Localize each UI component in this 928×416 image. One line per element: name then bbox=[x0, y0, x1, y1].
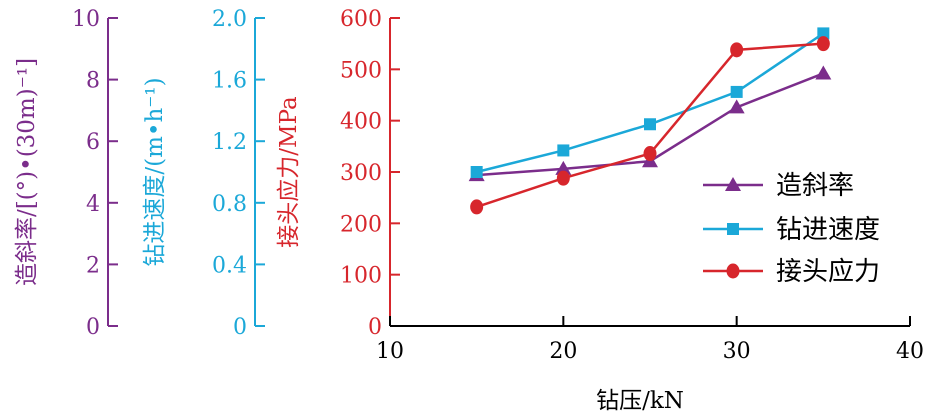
series-speed bbox=[470, 27, 830, 178]
incline-tick-label: 0 bbox=[86, 315, 100, 340]
stress-axis-title: 接头应力/MPa bbox=[276, 96, 302, 248]
data-point-stress bbox=[556, 170, 570, 186]
incline-tick-label: 10 bbox=[72, 7, 100, 32]
incline-tick-label: 2 bbox=[86, 253, 100, 278]
stress-tick-label: 600 bbox=[340, 7, 382, 32]
data-point-speed bbox=[470, 166, 483, 178]
x-tick-label: 20 bbox=[549, 339, 577, 364]
x-tick-label: 10 bbox=[376, 339, 404, 364]
data-point-stress bbox=[470, 199, 484, 215]
speed-tick-label: 0 bbox=[233, 315, 247, 340]
stress-tick-label: 300 bbox=[340, 161, 382, 186]
x-axis: 10 20 30 40 钻压/kN bbox=[376, 316, 924, 414]
stress-tick-label: 500 bbox=[340, 58, 382, 83]
legend-label: 造斜率 bbox=[776, 171, 854, 201]
speed-tick-label: 0.4 bbox=[212, 253, 247, 278]
incline-tick-label: 6 bbox=[86, 130, 100, 155]
speed-tick-label: 1.2 bbox=[212, 130, 247, 155]
speed-tick-label: 2.0 bbox=[212, 7, 247, 32]
legend-marker-speed bbox=[727, 223, 739, 235]
axes-layer: 0 2 4 6 8 10 造斜率/[(°)•(30m)⁻¹] 0 0.4 0.8 1.2 1.6 2.0… bbox=[14, 7, 924, 414]
speed-tick-label: 0.8 bbox=[212, 192, 247, 217]
x-tick-label: 30 bbox=[723, 339, 751, 364]
stress-tick-label: 400 bbox=[340, 110, 382, 135]
data-point-stress bbox=[643, 146, 657, 162]
incline-axis: 0 2 4 6 8 10 造斜率/[(°)•(30m)⁻¹] bbox=[14, 7, 118, 340]
legend-item-stress: 接头应力 bbox=[703, 257, 880, 287]
x-axis-title: 钻压/kN bbox=[596, 388, 684, 414]
speed-axis: 0 0.4 0.8 1.2 1.6 2.0 钻进速度/(m•h⁻¹) bbox=[142, 7, 265, 340]
speed-tick-label: 1.6 bbox=[212, 69, 247, 94]
data-point-speed bbox=[644, 118, 656, 131]
incline-axis-title: 造斜率/[(°)•(30m)⁻¹] bbox=[14, 58, 40, 286]
incline-tick-label: 8 bbox=[86, 69, 100, 94]
data-point-incline bbox=[555, 160, 572, 175]
data-point-stress bbox=[816, 36, 830, 52]
x-tick-label: 40 bbox=[896, 339, 924, 364]
series-stress bbox=[470, 36, 830, 215]
data-point-speed bbox=[557, 144, 570, 157]
legend-label: 接头应力 bbox=[776, 257, 880, 287]
data-point-speed bbox=[730, 85, 743, 98]
legend-label: 钻进速度 bbox=[776, 215, 880, 245]
stress-tick-label: 100 bbox=[340, 264, 382, 289]
legend-item-incline: 造斜率 bbox=[703, 171, 854, 201]
stress-tick-label: 200 bbox=[340, 212, 382, 237]
stress-axis: 0 100 200 300 400 500 600 接头应力/MPa bbox=[276, 7, 400, 340]
data-point-speed bbox=[817, 27, 830, 40]
incline-tick-label: 4 bbox=[86, 192, 100, 217]
data-point-incline bbox=[728, 99, 745, 114]
stress-tick-label: 0 bbox=[368, 315, 382, 340]
legend-item-speed: 钻进速度 bbox=[703, 215, 880, 245]
legend-marker-stress bbox=[726, 263, 740, 279]
speed-axis-title: 钻进速度/(m•h⁻¹) bbox=[142, 77, 168, 266]
series-layer bbox=[468, 27, 832, 215]
data-point-stress bbox=[730, 42, 744, 58]
data-point-incline bbox=[815, 65, 832, 80]
legend-marker-incline bbox=[725, 177, 741, 191]
